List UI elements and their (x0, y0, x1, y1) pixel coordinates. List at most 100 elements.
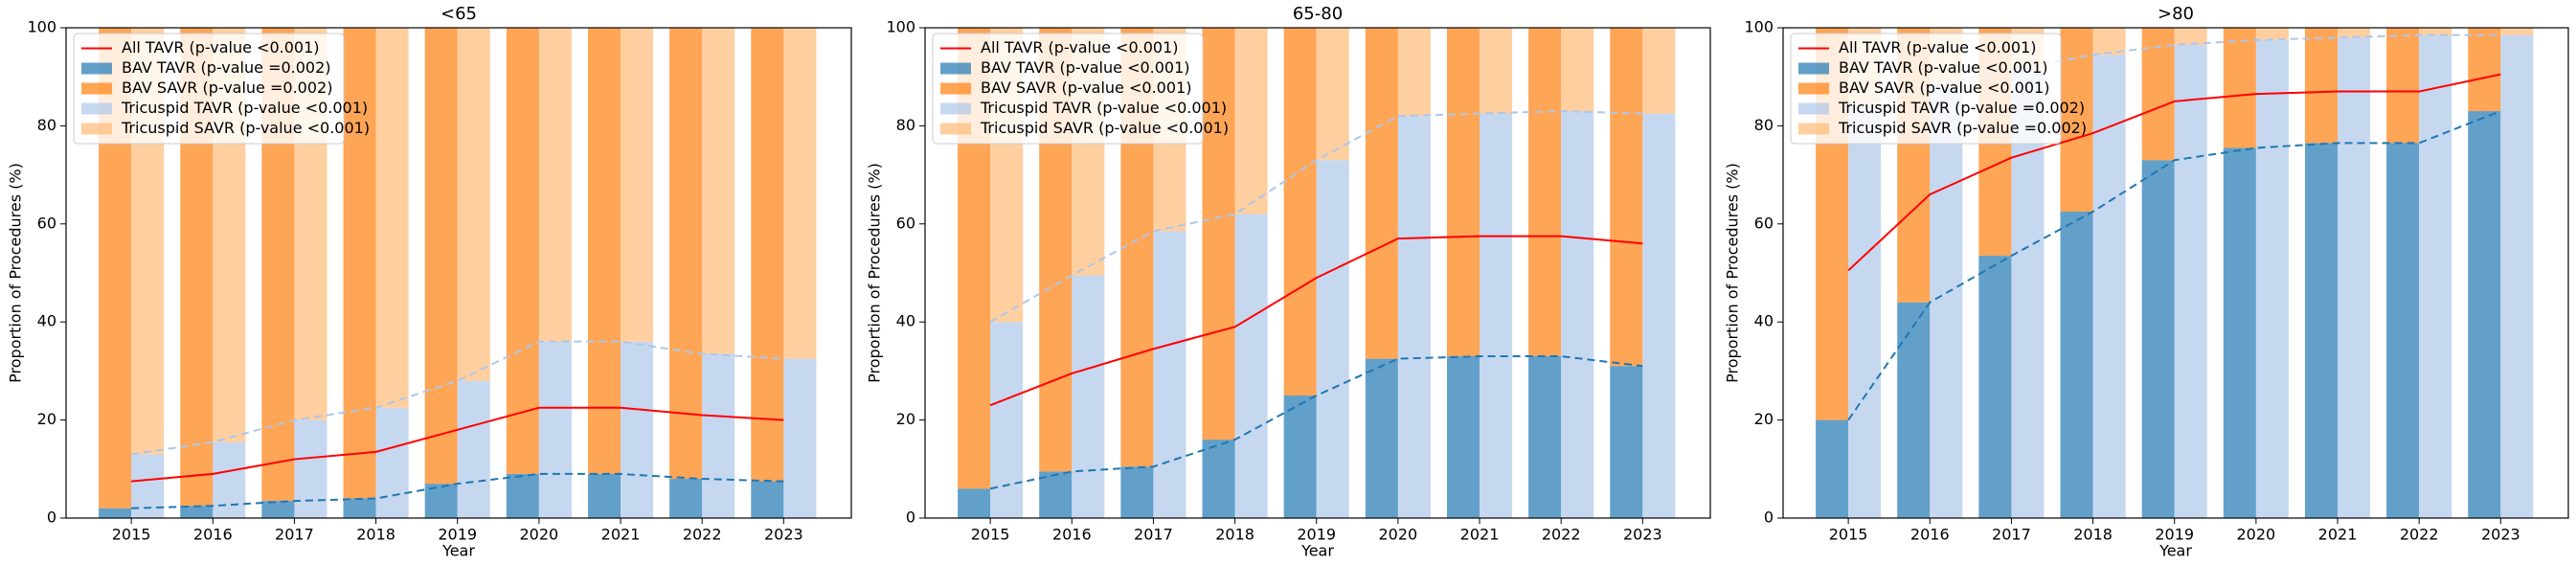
x-tick-label: 2015 (1829, 526, 1868, 544)
y-tick-label: 40 (1754, 312, 1774, 330)
y-tick-label: 40 (896, 312, 915, 330)
x-tick-label: 2020 (2237, 526, 2276, 544)
bar-segment (2223, 147, 2256, 518)
bar-segment (1316, 28, 1349, 161)
x-tick-label: 2018 (1215, 526, 1254, 544)
chart-title: 65-80 (1293, 4, 1343, 24)
bar-segment (1365, 358, 1398, 518)
subplot: <65 Year Proportion of Procedures (%) 0 20 40… (7, 4, 852, 560)
x-tick-label: 2021 (1460, 526, 1500, 544)
bar-segment (621, 28, 654, 342)
legend-swatch (1798, 102, 1829, 115)
legend-swatch (81, 123, 112, 135)
x-tick-label: 2021 (601, 526, 641, 544)
legend-label: Tricuspid TAVR (p-value <0.001) (121, 99, 368, 117)
x-tick-label: 2023 (764, 526, 803, 544)
bar-segment (1397, 116, 1431, 518)
trend-line-dashed (131, 472, 784, 509)
legend-label: BAV TAVR (p-value =0.002) (122, 58, 331, 77)
bar-segment (1816, 419, 1849, 518)
trend-line-dashed (989, 355, 1643, 490)
y-tick-label: 0 (1764, 508, 1774, 527)
legend: All TAVR (p-value <0.001) BAV TAVR (p-val… (932, 33, 1229, 145)
plot-frame (924, 27, 1711, 519)
bar-segment (2419, 34, 2452, 519)
bar-segment (1446, 28, 1480, 357)
bar-segment (1480, 113, 1513, 518)
bar-segment (2468, 28, 2501, 112)
bar-segment (1202, 28, 1235, 441)
y-tick-label: 0 (906, 508, 915, 527)
legend-label: All TAVR (p-value <0.001) (981, 38, 1179, 56)
bar-segment (457, 28, 490, 381)
bar-segment (1480, 28, 1513, 114)
bar-segment (343, 28, 376, 499)
x-axis-label: Year (441, 542, 475, 560)
legend-label: BAV SAVR (p-value <0.001) (1839, 79, 2049, 97)
bar-segment (990, 322, 1024, 518)
y-tick-label: 20 (1754, 410, 1774, 428)
bar-segment (669, 28, 703, 480)
bar-segment (1120, 466, 1154, 518)
bar-segment (538, 28, 572, 342)
legend: All TAVR (p-value <0.001) BAV TAVR (p-val… (1790, 33, 2087, 145)
y-tick-label: 40 (37, 312, 56, 330)
bar-segment (2338, 37, 2371, 519)
bar-segment (1153, 231, 1186, 519)
bar-segment (424, 28, 458, 485)
bar-segment (2092, 55, 2126, 518)
x-tick-label: 2021 (2318, 526, 2358, 544)
bar-segment (783, 28, 817, 359)
bar-segment (1202, 440, 1235, 518)
y-tick-label: 60 (896, 214, 915, 232)
y-axis-label: Proportion of Procedures (%) (1724, 163, 1742, 383)
bar-segment (99, 508, 132, 518)
legend-swatch (940, 102, 971, 115)
legend: All TAVR (p-value <0.001) BAV TAVR (p-val… (73, 33, 370, 145)
bar-segment (2255, 39, 2289, 519)
y-tick-label: 80 (1754, 116, 1774, 134)
bar-segment (1930, 86, 1963, 518)
bar-segment (180, 506, 214, 518)
bar-segment (506, 28, 539, 474)
bar-segment (1039, 471, 1073, 518)
y-tick-label: 80 (896, 116, 915, 134)
x-tick-label: 2017 (275, 526, 314, 544)
x-tick-label: 2017 (1992, 526, 2031, 544)
legend-label: Tricuspid TAVR (p-value <0.001) (980, 99, 1227, 117)
bar-segment (2174, 28, 2207, 45)
bar-segment (2174, 44, 2207, 519)
bar-segment (1446, 356, 1480, 518)
x-tick-label: 2019 (1297, 526, 1336, 544)
bar-segment (1561, 111, 1594, 518)
x-tick-label: 2018 (2073, 526, 2113, 544)
bar-segment (751, 481, 784, 518)
x-axis-label: Year (2158, 542, 2192, 560)
bar-segment (1365, 28, 1398, 359)
x-tick-label: 2022 (1542, 526, 1581, 544)
legend-label: BAV SAVR (p-value <0.001) (981, 79, 1191, 97)
legend-swatch (940, 123, 971, 135)
bar-segment (1610, 366, 1643, 518)
legend-swatch (81, 62, 112, 75)
bar-segment (1642, 28, 1676, 114)
legend-swatch (1798, 123, 1829, 135)
x-tick-label: 2023 (2481, 526, 2520, 544)
bar-segment (1848, 105, 1882, 519)
bar-segment (1397, 28, 1431, 117)
trend-line (989, 235, 1643, 407)
y-tick-label: 80 (37, 116, 56, 134)
bar-segment (1561, 28, 1594, 112)
bar-segment (213, 441, 246, 518)
bar-segment (2092, 28, 2126, 56)
trend-line (131, 406, 784, 483)
legend-swatch (81, 82, 112, 95)
bar-segment (2011, 69, 2045, 519)
legend-box (932, 33, 1204, 145)
x-tick-label: 2016 (1052, 526, 1092, 544)
trend-line-dashed (1847, 110, 2501, 421)
y-tick-label: 100 (886, 18, 915, 36)
bar-segment (587, 28, 621, 474)
bar-segment (2060, 28, 2093, 212)
